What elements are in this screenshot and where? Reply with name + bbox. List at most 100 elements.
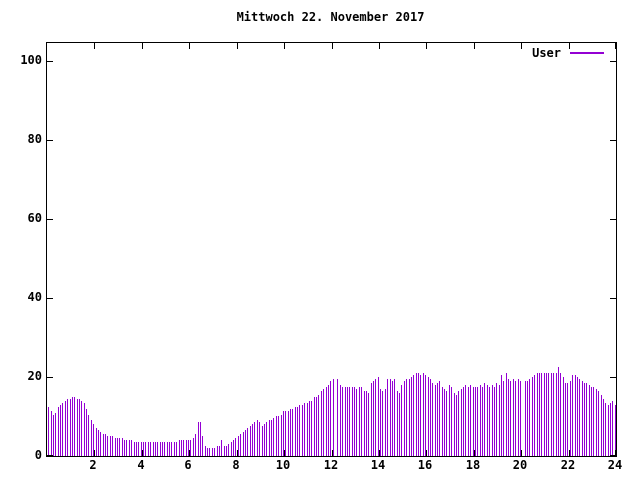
user-series-bar: [228, 444, 229, 456]
axis-tick: [94, 450, 95, 456]
user-series-bar: [409, 379, 410, 456]
user-series-bar: [373, 381, 374, 456]
user-series-bar: [411, 377, 412, 456]
user-series-bar: [157, 442, 158, 456]
user-series-bar: [461, 389, 462, 456]
user-series-bar: [537, 373, 538, 456]
user-series-bar: [103, 434, 104, 456]
axis-tick: [142, 450, 143, 456]
user-series-bar: [361, 387, 362, 456]
user-series-bar: [65, 401, 66, 456]
user-series-bar: [340, 385, 341, 456]
user-series-bar: [117, 438, 118, 456]
user-series-bar: [79, 399, 80, 456]
x-axis-tick-label: 24: [607, 458, 623, 472]
user-series-bar: [311, 401, 312, 456]
user-series-bar: [176, 442, 177, 456]
axis-tick: [94, 43, 95, 49]
user-series-bar: [446, 391, 447, 456]
user-series-bar: [489, 387, 490, 456]
axis-tick: [47, 140, 53, 141]
user-series-bar: [603, 399, 604, 456]
user-series-bar: [390, 379, 391, 456]
user-series-bar: [375, 379, 376, 456]
user-series-bar: [72, 397, 73, 456]
axis-tick: [237, 450, 238, 456]
axis-tick: [610, 298, 616, 299]
user-series-bar: [84, 403, 85, 456]
user-series-bar: [254, 422, 255, 456]
user-series-bar: [243, 432, 244, 456]
user-series-bar: [153, 442, 154, 456]
user-series-bar: [401, 385, 402, 456]
user-series-bar: [183, 440, 184, 456]
user-series-bar: [143, 442, 144, 456]
user-series-bar: [371, 383, 372, 456]
user-series-bar: [442, 387, 443, 456]
user-series-bar: [458, 391, 459, 456]
user-series-bar: [356, 389, 357, 456]
axis-tick: [610, 455, 616, 456]
user-series-bar: [209, 448, 210, 456]
user-series-bar: [60, 405, 61, 456]
user-series-bar: [250, 426, 251, 456]
user-series-bar: [58, 407, 59, 456]
user-series-bar: [288, 411, 289, 456]
user-series-bar: [394, 379, 395, 456]
y-axis-tick-label: 100: [20, 53, 42, 67]
user-series-bar: [326, 387, 327, 456]
user-series-bar: [508, 379, 509, 456]
user-series-bar: [245, 430, 246, 456]
user-series-bar: [579, 379, 580, 456]
user-series-bar: [342, 387, 343, 456]
user-series-bar: [444, 389, 445, 456]
user-series-bar: [437, 383, 438, 456]
user-series-bar: [477, 387, 478, 456]
user-series-bar: [318, 395, 319, 456]
axis-tick: [284, 450, 285, 456]
user-series-bar: [503, 381, 504, 456]
user-series-bar: [435, 385, 436, 456]
user-series-bar: [416, 373, 417, 456]
user-series-bar: [473, 387, 474, 456]
y-axis-tick-label: 0: [34, 448, 42, 462]
user-series-bar: [299, 405, 300, 456]
user-series-bar: [510, 381, 511, 456]
user-series-bar: [257, 420, 258, 456]
user-series-bar: [304, 403, 305, 456]
axis-tick: [47, 298, 53, 299]
user-series-bar: [584, 383, 585, 456]
user-series-bar: [354, 387, 355, 456]
user-series-bar: [608, 405, 609, 456]
user-series-bar: [107, 436, 108, 456]
user-series-bar: [271, 420, 272, 456]
x-axis-tick-label: 20: [512, 458, 528, 472]
user-series-bar: [70, 399, 71, 456]
legend-label-user: User: [532, 46, 561, 60]
user-series-bar: [352, 387, 353, 456]
user-series-bar: [615, 405, 616, 456]
chart-title: Mittwoch 22. November 2017: [236, 10, 425, 24]
user-series-bar: [501, 375, 502, 456]
user-series-bar: [333, 379, 334, 456]
user-series-bar: [480, 385, 481, 456]
user-series-bar: [534, 375, 535, 456]
user-series-bar: [465, 385, 466, 456]
user-series-bar: [359, 387, 360, 456]
user-series-bar: [366, 391, 367, 456]
user-series-bar: [605, 403, 606, 456]
user-series-bar: [285, 411, 286, 456]
user-series-bar: [55, 413, 56, 456]
axis-tick: [47, 455, 53, 456]
user-series-bar: [601, 395, 602, 456]
user-series-bar: [378, 377, 379, 456]
user-series-bar: [233, 440, 234, 456]
y-axis-tick-label: 40: [27, 290, 42, 304]
axis-tick: [474, 43, 475, 49]
user-series-bar: [169, 442, 170, 456]
user-series-bar: [428, 377, 429, 456]
user-series-bar: [570, 381, 571, 456]
user-series-bar: [86, 409, 87, 456]
user-series-bar: [247, 428, 248, 456]
user-series-bar: [454, 393, 455, 456]
